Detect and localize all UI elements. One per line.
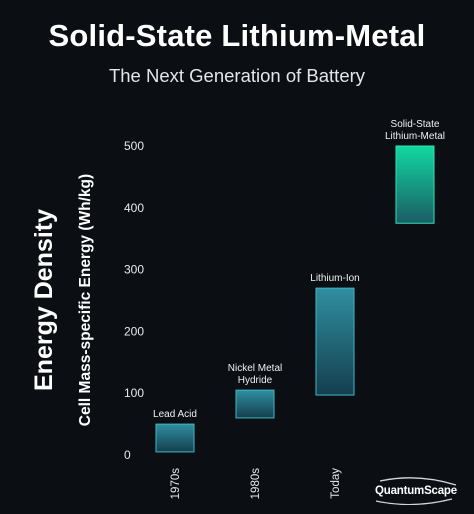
chart-title: Solid-State Lithium-Metal <box>48 18 426 53</box>
y-tick-label: 100 <box>124 386 144 400</box>
y-tick-label: 400 <box>124 201 144 215</box>
chart-subtitle: The Next Generation of Battery <box>108 65 366 86</box>
y-tick-label: 300 <box>124 263 144 277</box>
bar-lead-acid <box>155 423 195 453</box>
y-tick-label: 500 <box>124 139 144 153</box>
bar-nickel-metal-hydride <box>235 389 275 419</box>
quantumscape-logo: QuantumScape <box>372 475 462 505</box>
x-tick-label: Today <box>330 468 342 499</box>
x-tick-label: 1970s <box>170 468 182 500</box>
bar-lithium-ion <box>315 287 355 396</box>
logo-swoosh-icon <box>375 477 457 505</box>
y-tick-label: 0 <box>124 448 131 462</box>
bar-solid-state-lithium-metal <box>395 145 435 224</box>
bar-label: Nickel Metal Hydride <box>228 363 282 386</box>
bar-label: Lead Acid <box>153 409 197 420</box>
bar-label: Solid-State Lithium-Metal <box>385 119 445 142</box>
y-axis-sub-label: Cell Mass-specific Energy (Wh/kg) <box>77 174 94 426</box>
x-tick-label: 1980s <box>250 468 262 500</box>
y-axis-main-label: Energy Density <box>30 209 58 391</box>
bar-label: Lithium-Ion <box>310 273 359 284</box>
brand-name: QuantumScape <box>375 485 457 497</box>
y-tick-label: 200 <box>124 324 144 338</box>
